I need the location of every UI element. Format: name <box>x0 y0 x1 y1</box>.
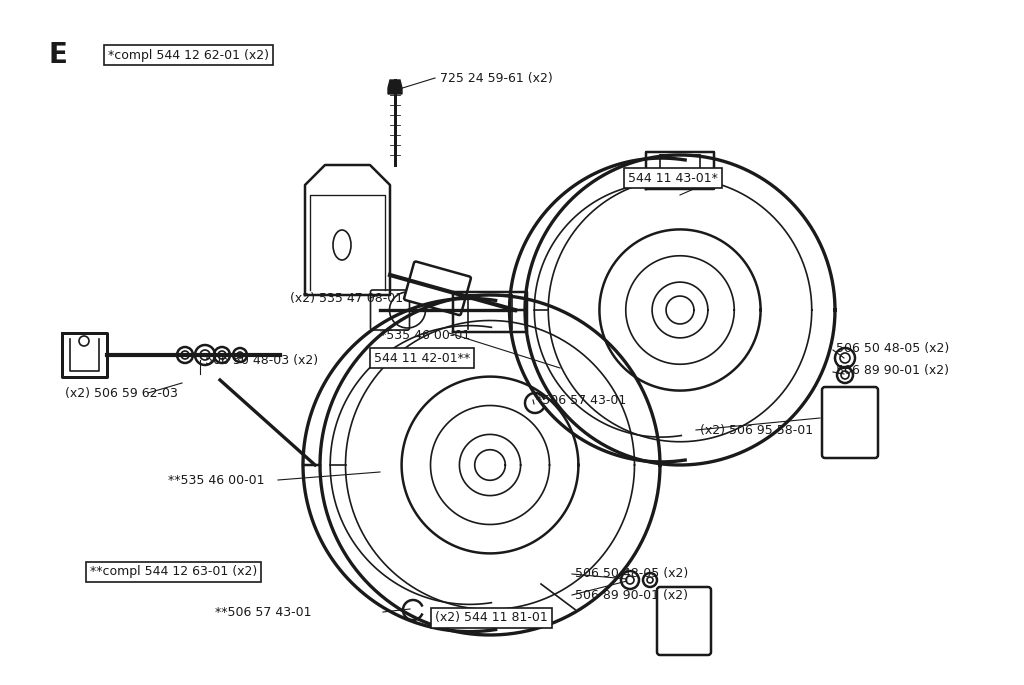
Text: E: E <box>48 41 68 69</box>
Text: (x2) 506 95 58-01: (x2) 506 95 58-01 <box>700 423 813 436</box>
Text: **506 57 43-01: **506 57 43-01 <box>215 606 311 619</box>
FancyBboxPatch shape <box>404 262 471 315</box>
Text: 725 24 59-61 (x2): 725 24 59-61 (x2) <box>440 71 553 84</box>
Text: *506 57 43-01: *506 57 43-01 <box>536 393 627 406</box>
Text: 506 89 90-01 (x2): 506 89 90-01 (x2) <box>575 588 688 601</box>
Text: (x2) 544 11 81-01: (x2) 544 11 81-01 <box>435 612 548 625</box>
Text: 506 50 48-05 (x2): 506 50 48-05 (x2) <box>836 342 949 355</box>
Text: (x2) 506 59 62-03: (x2) 506 59 62-03 <box>65 386 178 399</box>
Text: 544 11 42-01**: 544 11 42-01** <box>374 351 470 364</box>
Text: (x2) 535 47 08-01: (x2) 535 47 08-01 <box>290 292 403 305</box>
FancyBboxPatch shape <box>822 387 878 458</box>
Text: *535 46 00-01: *535 46 00-01 <box>380 329 470 342</box>
Text: **535 46 00-01: **535 46 00-01 <box>168 473 264 486</box>
FancyBboxPatch shape <box>371 290 410 330</box>
Text: 544 11 43-01*: 544 11 43-01* <box>628 171 718 184</box>
Text: 506 89 90-01 (x2): 506 89 90-01 (x2) <box>836 364 949 377</box>
Text: 506 50 48-03 (x2): 506 50 48-03 (x2) <box>205 353 318 366</box>
Text: 506 50 48-05 (x2): 506 50 48-05 (x2) <box>575 567 688 580</box>
FancyBboxPatch shape <box>657 587 711 655</box>
Text: **compl 544 12 63-01 (x2): **compl 544 12 63-01 (x2) <box>90 566 257 579</box>
Text: *compl 544 12 62-01 (x2): *compl 544 12 62-01 (x2) <box>108 49 269 62</box>
Polygon shape <box>388 80 402 94</box>
